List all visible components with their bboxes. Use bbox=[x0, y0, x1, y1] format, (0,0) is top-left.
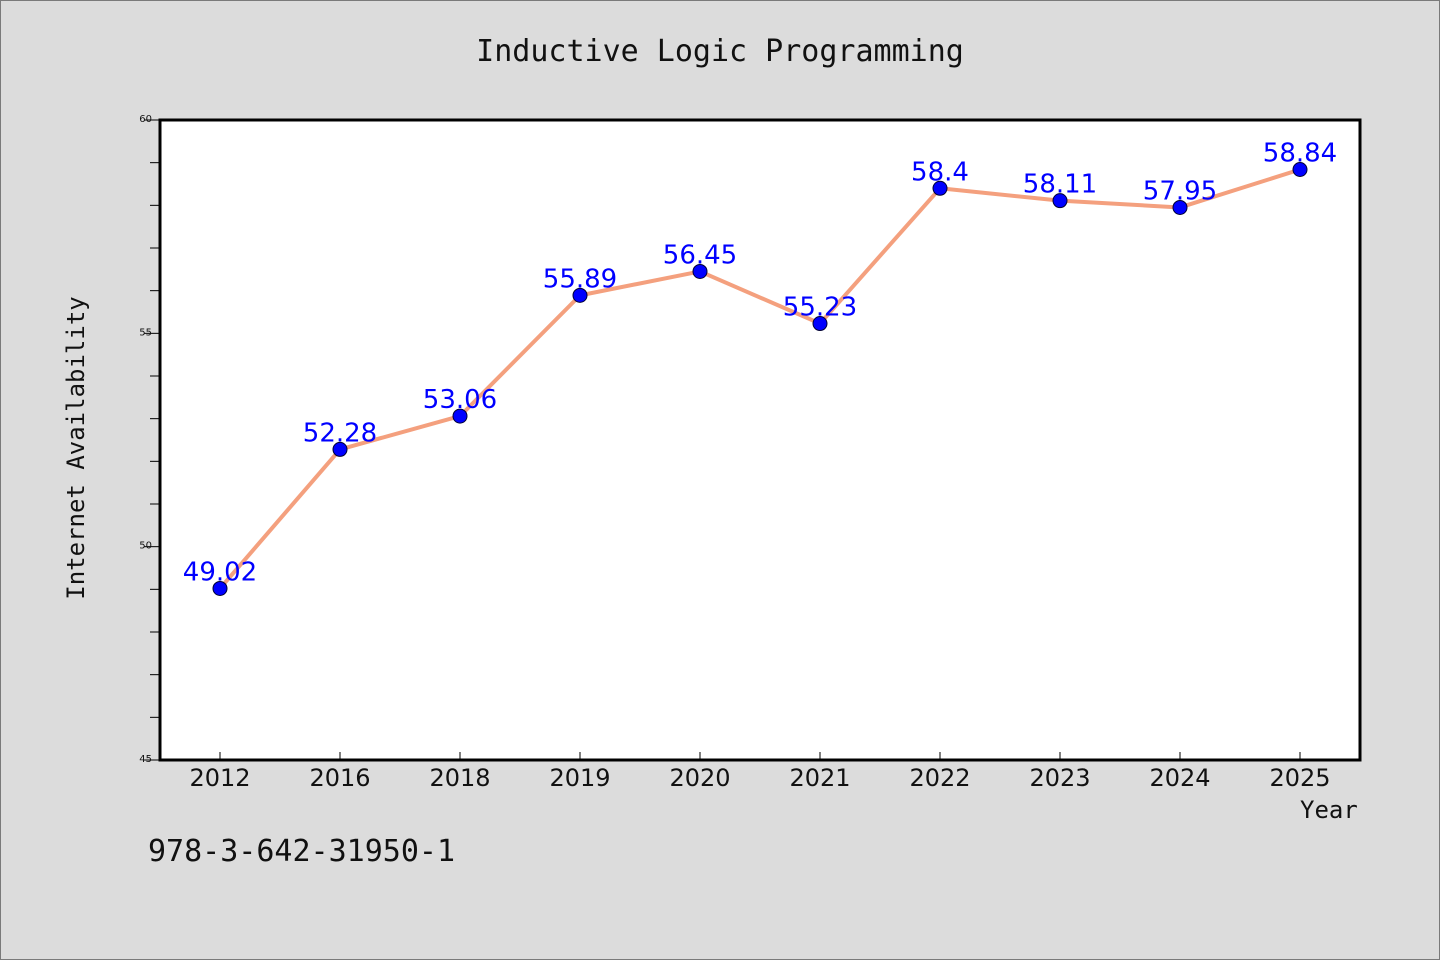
x-tick-label: 2012 bbox=[189, 764, 250, 792]
data-point bbox=[692, 263, 708, 279]
x-tick-label: 2023 bbox=[1029, 764, 1090, 792]
x-tick-label: 2020 bbox=[669, 764, 730, 792]
data-label: 58.11 bbox=[1023, 170, 1097, 200]
x-tick-label: 2016 bbox=[309, 764, 370, 792]
x-axis: 2012 2016 2018 2019 2020 2021 2022 2023 2024 2025 bbox=[189, 752, 1331, 792]
data-label: 55.89 bbox=[543, 264, 617, 294]
x-tick-label: 2021 bbox=[789, 764, 850, 792]
x-tick-label: 2019 bbox=[549, 764, 610, 792]
data-point bbox=[812, 316, 828, 332]
data-label: 53.06 bbox=[423, 385, 497, 415]
data-label: 49.02 bbox=[183, 557, 257, 587]
x-tick-label: 2022 bbox=[909, 764, 970, 792]
y-tick-label: 60 bbox=[139, 114, 152, 125]
data-point bbox=[1292, 161, 1308, 177]
series-layer: 49.02 52.28 53.06 55.89 56.45 55.23 58.4 58.11 5… bbox=[183, 138, 1337, 596]
data-label: 55.23 bbox=[783, 293, 857, 323]
data-point bbox=[452, 408, 468, 424]
x-tick-label: 2025 bbox=[1269, 764, 1330, 792]
data-point bbox=[932, 180, 948, 196]
data-point bbox=[1172, 199, 1188, 215]
y-axis: 45 50 55 60 bbox=[139, 114, 160, 765]
y-tick-label: 55 bbox=[139, 327, 152, 338]
data-label: 56.45 bbox=[663, 240, 737, 270]
data-label: 58.84 bbox=[1263, 138, 1337, 168]
data-point bbox=[332, 441, 348, 457]
chart-title: Inductive Logic Programming bbox=[476, 34, 964, 69]
plot-area bbox=[158, 118, 1362, 762]
y-tick-label: 50 bbox=[139, 541, 152, 552]
data-label: 58.4 bbox=[911, 157, 969, 187]
series-line bbox=[218, 167, 1301, 590]
data-point bbox=[212, 580, 228, 596]
x-axis-label: Year bbox=[1300, 796, 1358, 824]
data-point bbox=[1052, 193, 1068, 209]
data-label: 57.95 bbox=[1143, 176, 1217, 206]
data-point bbox=[572, 287, 588, 303]
x-tick-label: 2024 bbox=[1149, 764, 1210, 792]
y-tick-label: 45 bbox=[139, 754, 152, 765]
x-tick-label: 2018 bbox=[429, 764, 490, 792]
isbn-code: 978-3-642-31950-1 bbox=[148, 834, 456, 869]
data-label: 52.28 bbox=[303, 418, 377, 448]
